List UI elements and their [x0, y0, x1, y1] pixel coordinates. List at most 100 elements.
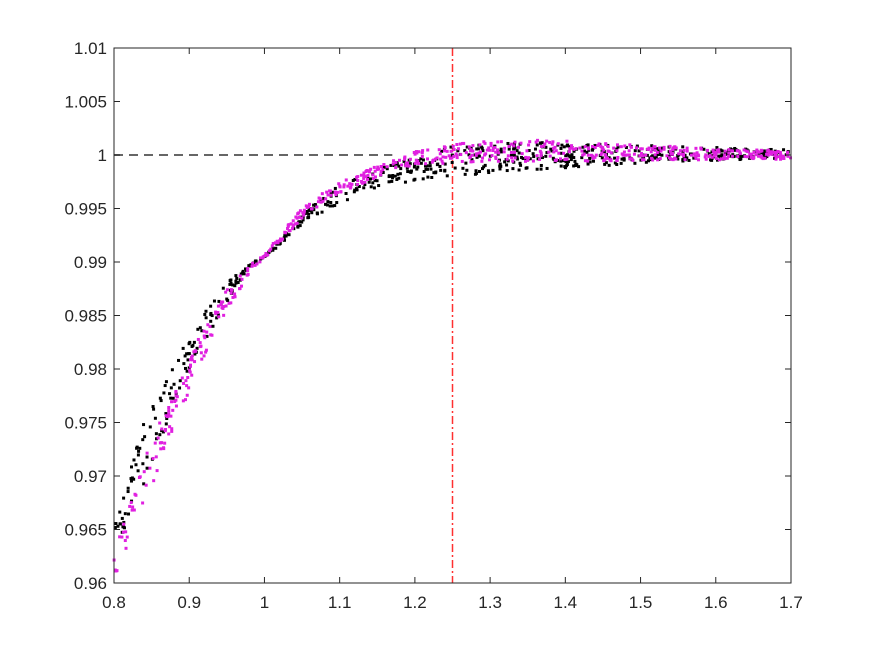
- data-point: [182, 381, 186, 385]
- data-point: [194, 349, 198, 353]
- data-point: [694, 146, 698, 150]
- data-point: [654, 155, 658, 159]
- data-point: [642, 158, 646, 162]
- data-point: [339, 190, 343, 194]
- data-point: [589, 153, 593, 157]
- data-point: [469, 160, 473, 164]
- data-point: [456, 149, 460, 153]
- data-point: [171, 396, 175, 400]
- data-point: [596, 143, 600, 147]
- data-point: [379, 173, 383, 177]
- data-point: [373, 178, 377, 182]
- data-point: [540, 156, 544, 160]
- data-point: [390, 179, 394, 183]
- data-point: [786, 152, 790, 156]
- data-point: [381, 171, 385, 175]
- data-point: [458, 142, 462, 146]
- data-point: [681, 145, 685, 149]
- data-point: [141, 438, 145, 442]
- data-point: [680, 152, 684, 156]
- data-point: [512, 144, 516, 148]
- reference-lines: [114, 48, 454, 583]
- data-point: [564, 160, 568, 164]
- data-point: [301, 218, 305, 222]
- data-point: [397, 176, 401, 180]
- data-point: [563, 165, 567, 169]
- data-point: [714, 157, 718, 161]
- data-point: [732, 154, 736, 158]
- data-point: [591, 148, 595, 152]
- data-point: [395, 162, 399, 166]
- data-point: [570, 155, 574, 159]
- data-point: [717, 154, 721, 158]
- data-point: [450, 160, 454, 164]
- data-point: [310, 207, 314, 211]
- data-point: [421, 177, 425, 181]
- data-point: [498, 162, 502, 166]
- data-point: [513, 140, 517, 144]
- data-point: [129, 501, 133, 505]
- data-point: [685, 146, 689, 150]
- data-point: [506, 159, 510, 163]
- axis-ticks: [113, 47, 792, 584]
- data-point: [385, 167, 389, 171]
- data-point: [524, 166, 528, 170]
- data-point: [769, 150, 773, 154]
- data-point: [580, 156, 584, 160]
- data-point: [722, 156, 726, 160]
- data-point: [520, 152, 524, 156]
- data-point: [162, 447, 166, 451]
- data-point: [765, 152, 769, 156]
- data-point: [465, 145, 469, 149]
- data-point: [548, 154, 552, 158]
- data-point: [364, 175, 368, 179]
- data-point: [216, 304, 220, 308]
- data-point: [190, 358, 194, 362]
- data-point: [542, 144, 546, 148]
- data-point: [682, 152, 686, 156]
- data-point: [517, 168, 521, 172]
- data-point: [426, 148, 430, 152]
- data-point: [535, 154, 539, 158]
- data-point: [188, 370, 192, 374]
- x-tick-label: 1: [260, 593, 269, 612]
- data-point: [164, 422, 168, 426]
- data-point: [655, 151, 659, 155]
- data-point: [442, 145, 446, 149]
- data-point: [269, 247, 273, 251]
- data-point: [215, 316, 219, 320]
- data-point: [389, 174, 393, 178]
- data-point: [660, 153, 664, 157]
- data-point: [559, 151, 563, 155]
- data-point: [192, 350, 196, 354]
- data-point: [234, 274, 238, 278]
- data-point: [302, 213, 306, 217]
- data-point: [412, 178, 416, 182]
- data-point: [188, 358, 192, 362]
- data-point: [471, 144, 475, 148]
- data-point: [222, 305, 226, 309]
- y-tick-label: 0.975: [64, 414, 107, 433]
- data-point: [487, 171, 491, 175]
- data-point: [142, 470, 146, 474]
- data-point: [132, 458, 136, 462]
- data-point: [216, 310, 220, 314]
- data-point: [156, 436, 160, 440]
- data-point: [572, 156, 576, 160]
- data-point: [305, 205, 309, 209]
- data-point: [499, 150, 503, 154]
- data-point: [283, 238, 287, 242]
- data-point: [548, 140, 552, 144]
- data-point: [603, 153, 607, 157]
- data-point: [158, 433, 162, 437]
- data-point: [781, 156, 785, 160]
- data-point: [412, 151, 416, 155]
- data-point: [382, 165, 386, 169]
- data-point: [372, 177, 376, 181]
- data-point: [307, 215, 311, 219]
- data-point: [270, 244, 274, 248]
- data-point: [563, 158, 567, 162]
- data-point: [168, 392, 172, 396]
- data-point: [267, 249, 271, 253]
